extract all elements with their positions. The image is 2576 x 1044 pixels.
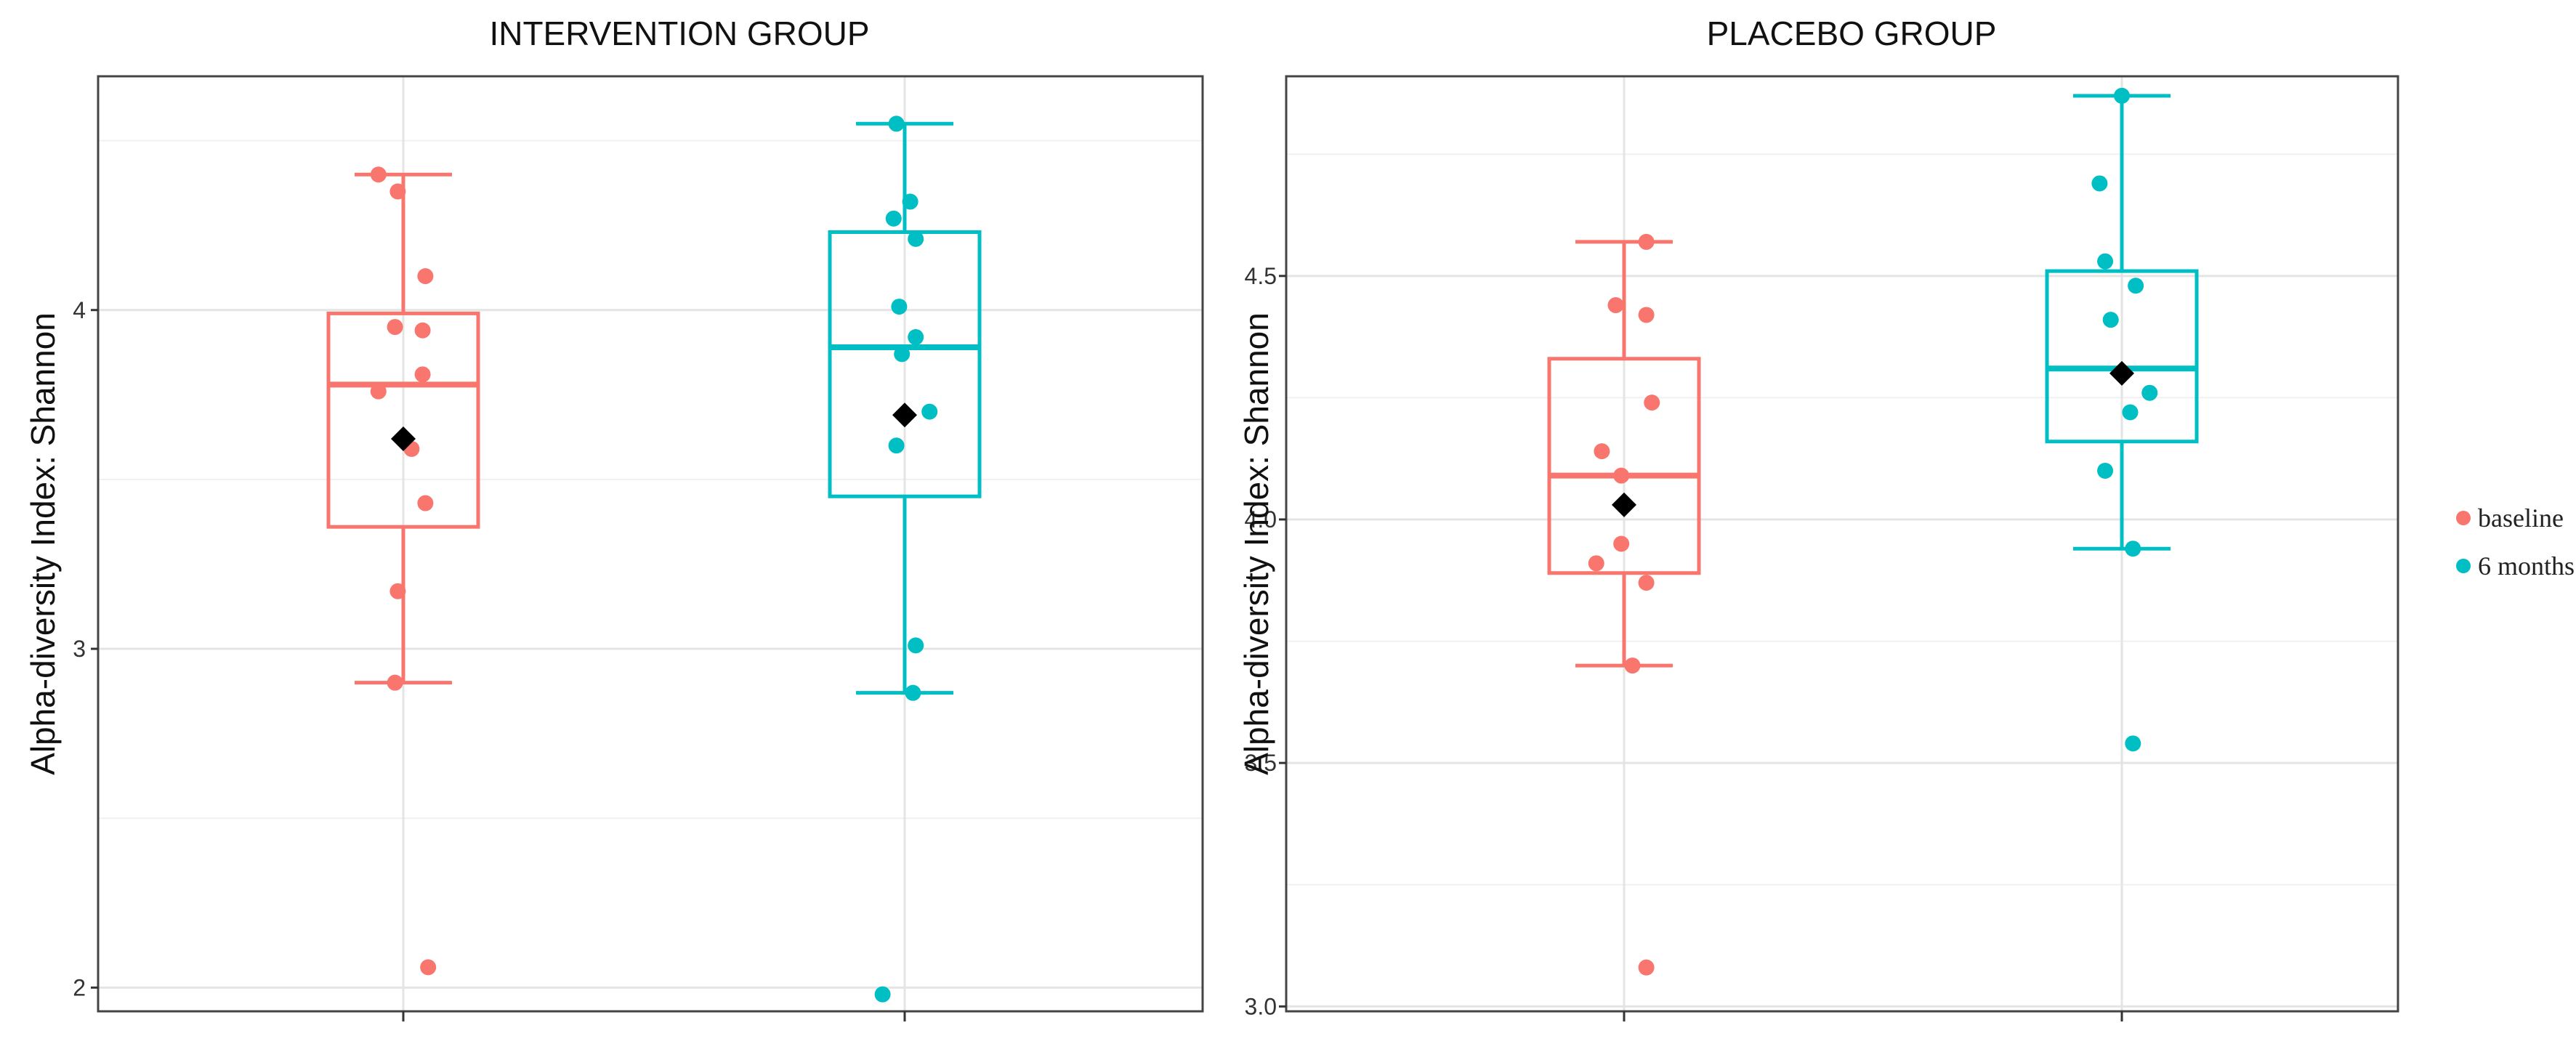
data-point xyxy=(888,116,905,132)
y-tick-label: 3.5 xyxy=(1245,750,1277,776)
chart-title: INTERVENTION GROUP xyxy=(489,15,869,52)
data-point xyxy=(420,959,437,976)
chart-title: PLACEBO GROUP xyxy=(1707,15,1997,52)
data-point xyxy=(2125,541,2141,557)
data-point xyxy=(2097,253,2114,270)
mean-marker xyxy=(2109,360,2134,386)
boxplot-baseline xyxy=(326,166,480,976)
data-point xyxy=(891,299,908,315)
data-point xyxy=(908,329,924,346)
mean-marker xyxy=(892,402,917,428)
y-tick-label: 4.5 xyxy=(1245,263,1277,289)
data-point xyxy=(908,230,924,247)
y-tick-label: 4 xyxy=(73,297,86,323)
data-point xyxy=(2141,384,2158,401)
data-point xyxy=(1613,535,1630,552)
iqr-box xyxy=(828,230,982,498)
plot-frame xyxy=(97,75,1204,1013)
legend-swatch-6-months xyxy=(2456,559,2471,573)
legend-label-6-months: 6 months xyxy=(2478,551,2575,580)
data-point xyxy=(2091,175,2108,192)
data-point xyxy=(370,383,387,400)
data-point xyxy=(414,322,431,339)
iqr-box xyxy=(326,311,480,529)
data-point xyxy=(1594,443,1610,460)
y-axis-label: Alpha-diversity Index: Shannon xyxy=(1237,312,1275,775)
data-point xyxy=(902,193,918,210)
boxplot-baseline xyxy=(1547,233,1701,976)
mean-marker xyxy=(391,426,416,451)
legend: baseline 6 months xyxy=(2456,503,2575,580)
y-tick-label: 3.0 xyxy=(1245,993,1277,1019)
data-point xyxy=(2097,462,2114,479)
y-tick-label: 2 xyxy=(73,974,86,1000)
data-point xyxy=(2102,312,2119,328)
y-tick-label: 4.0 xyxy=(1245,506,1277,533)
data-point xyxy=(894,346,911,363)
data-point xyxy=(1607,297,1624,314)
plot-background xyxy=(98,76,1203,1011)
data-point xyxy=(1638,307,1655,323)
boxplot-6-months xyxy=(828,116,982,1003)
y-axis-label: Alpha-diversity Index: Shannon xyxy=(24,312,62,775)
data-point xyxy=(417,268,434,285)
plot-background xyxy=(1286,76,2398,1011)
data-point xyxy=(2122,404,2139,421)
data-point xyxy=(1624,657,1641,674)
data-point xyxy=(417,495,434,511)
data-point xyxy=(2128,278,2144,294)
data-point xyxy=(908,637,924,654)
placebo-panel: 3.0 3.5 4.0 4.5 PLACEBO GROUP Alpha-diversity… xyxy=(1237,15,2399,1021)
data-point xyxy=(389,183,406,200)
data-point xyxy=(2125,735,2141,752)
iqr-box xyxy=(1547,357,1701,575)
data-point xyxy=(1638,959,1655,976)
data-point xyxy=(389,583,406,599)
legend-swatch-baseline xyxy=(2456,511,2471,525)
data-point xyxy=(888,437,905,454)
data-point xyxy=(387,319,403,336)
data-point xyxy=(370,166,387,183)
data-point xyxy=(1588,555,1604,572)
data-point xyxy=(1613,467,1630,484)
plot-frame xyxy=(1285,75,2399,1013)
data-point xyxy=(414,366,431,383)
data-point xyxy=(885,210,902,227)
data-point xyxy=(1644,394,1660,411)
data-point xyxy=(2114,87,2130,104)
y-tick-label: 3 xyxy=(73,636,86,662)
data-point xyxy=(387,674,403,691)
intervention-panel: 2 3 4 INTERVENTION GROUP Alpha-diversity Ind… xyxy=(24,15,1204,1021)
data-point xyxy=(921,403,938,420)
data-point xyxy=(905,684,921,701)
boxplot-6-months xyxy=(2045,87,2199,752)
data-point xyxy=(874,986,891,1003)
mean-marker xyxy=(1612,492,1636,517)
legend-label-baseline: baseline xyxy=(2478,503,2564,533)
data-point xyxy=(1638,575,1655,591)
data-point xyxy=(1638,233,1655,250)
iqr-box xyxy=(2045,269,2199,444)
